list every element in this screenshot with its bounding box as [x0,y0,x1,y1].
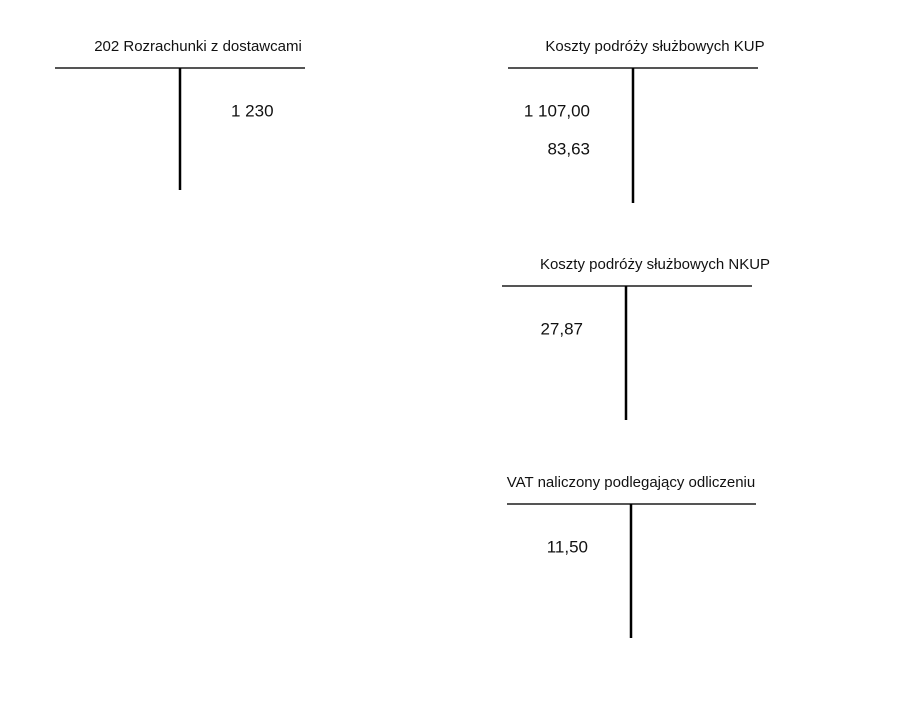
debit-entry: 83,63 [547,139,590,158]
account-title: Koszty podróży służbowych KUP [545,38,764,55]
debit-entry: 11,50 [547,537,588,556]
account-title: Koszty podróży służbowych NKUP [540,256,770,273]
credit-entry: 1 230 [231,101,274,120]
account-title: VAT naliczony podlegający odliczeniu [507,474,755,491]
debit-entry: 1 107,00 [524,101,590,120]
debit-entry: 27,87 [540,319,583,338]
account-title: 202 Rozrachunki z dostawcami [94,38,302,55]
